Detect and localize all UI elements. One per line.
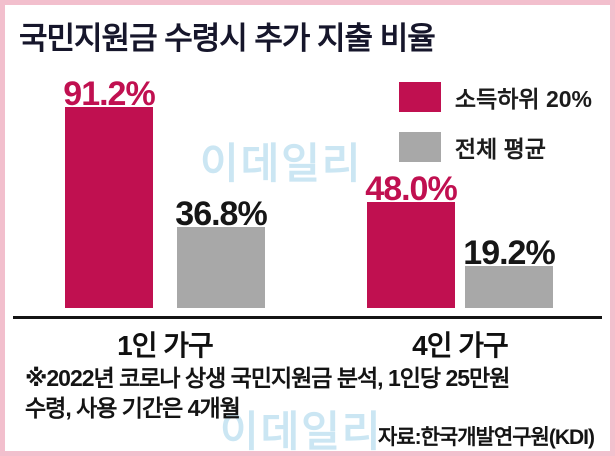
- footnote: ※2022년 코로나 상생 국민지원금 분석, 1인당 25만원 수령, 사용 …: [25, 363, 510, 424]
- value-label-19-2: 19.2%: [463, 234, 555, 272]
- legend-label: 소득하위 20%: [454, 86, 592, 112]
- bar-4person-bottom20: [367, 202, 455, 308]
- footnote-line2: 수령, 사용 기간은 4개월: [25, 395, 241, 422]
- value-label-48-0: 48.0%: [365, 170, 457, 208]
- legend-swatch-crimson: [398, 82, 441, 112]
- footnote-line1: ※2022년 코로나 상생 국민지원금 분석, 1인당 25만원: [25, 365, 510, 391]
- bar-1person-average: [177, 227, 265, 308]
- legend: 소득하위 20% 전체 평균: [398, 80, 592, 180]
- chart-title: 국민지원금 수령시 추가 지출 비율: [19, 21, 436, 56]
- source-credit: 자료:한국개발연구원(KDI): [377, 426, 595, 449]
- value-label-91-2: 91.2%: [63, 75, 155, 113]
- legend-item-overall-average: 전체 평균: [398, 130, 592, 164]
- x-axis-baseline: [13, 316, 602, 319]
- watermark-text: 이데일리: [220, 408, 383, 455]
- watermark-text: 이데일리: [200, 140, 363, 187]
- legend-label: 전체 평균: [454, 136, 546, 162]
- bar-1person-bottom20: [65, 107, 153, 308]
- legend-item-income-bottom20: 소득하위 20%: [398, 80, 592, 114]
- value-label-36-8: 36.8%: [175, 195, 267, 233]
- bar-4person-average: [465, 266, 553, 308]
- category-label-1person: 1인 가구: [117, 330, 214, 361]
- category-label-4person: 4인 가구: [412, 330, 509, 361]
- legend-swatch-gray: [398, 132, 441, 162]
